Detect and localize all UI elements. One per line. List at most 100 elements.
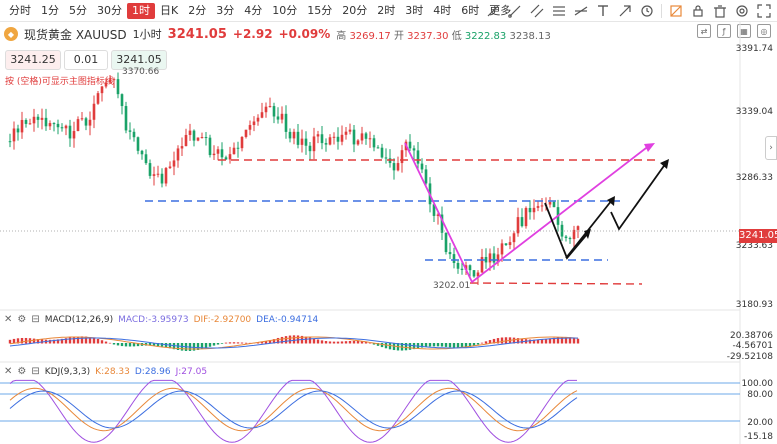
settings-icon[interactable]: ⚙	[17, 314, 27, 325]
macd-bar	[384, 343, 388, 349]
candle-body	[32, 116, 36, 124]
macd-bar	[128, 343, 132, 347]
price-axis-label: 3233.63	[735, 241, 773, 251]
macd-axis-label: 20.38706	[730, 331, 773, 341]
close-icon[interactable]: ✕	[4, 366, 13, 377]
candle-body	[196, 137, 200, 141]
candle-body	[436, 214, 440, 216]
fullscreen-icon[interactable]	[755, 2, 773, 20]
interval-13[interactable]: 3时	[405, 4, 424, 17]
candle-body	[568, 238, 572, 240]
macd-bar	[320, 340, 324, 344]
macd-bar	[484, 341, 488, 344]
interval-7[interactable]: 3分	[216, 4, 235, 17]
quantity-input[interactable]: 0.01	[64, 50, 108, 70]
candle-body	[240, 136, 244, 149]
interval-4[interactable]: 1时	[127, 3, 155, 19]
interval-9[interactable]: 10分	[272, 4, 298, 17]
macd-bar	[120, 343, 124, 347]
settings-icon[interactable]: ⚙	[17, 366, 27, 377]
interval-8[interactable]: 4分	[244, 4, 263, 17]
macd-bar	[152, 343, 156, 346]
candle-body	[448, 252, 452, 255]
lock-icon[interactable]	[689, 2, 707, 20]
interval-16[interactable]: 更多	[489, 4, 512, 17]
candle-body	[268, 106, 272, 108]
interval-0[interactable]: 分时	[9, 4, 31, 17]
settings-icon[interactable]	[733, 2, 751, 20]
high-value: 3269.17	[349, 30, 391, 42]
interval-5[interactable]: 日K	[160, 4, 179, 17]
price-change: +2.92	[232, 27, 273, 41]
candle-body	[236, 147, 240, 149]
j-value: J:27.05	[175, 366, 208, 377]
fib-icon[interactable]	[550, 2, 568, 20]
macd-bar	[116, 343, 120, 346]
interval-10[interactable]: 15分	[307, 4, 333, 17]
interval-11[interactable]: 20分	[342, 4, 368, 17]
trash-icon[interactable]	[711, 2, 729, 20]
interval-3[interactable]: 30分	[97, 4, 122, 17]
candle-body	[380, 147, 384, 158]
channel-icon[interactable]	[528, 2, 546, 20]
candle-body	[492, 253, 496, 263]
macd-bar	[52, 339, 56, 344]
horizontal-line-icon[interactable]	[572, 2, 590, 20]
k-value: K:28.33	[95, 366, 130, 377]
candle-body	[60, 127, 64, 129]
sell-price-button[interactable]: 3241.25	[5, 50, 61, 70]
interval-1[interactable]: 1分	[41, 4, 59, 17]
candle-body	[360, 133, 364, 141]
macd-bar	[552, 337, 556, 344]
candle-body	[364, 133, 368, 139]
symbol-name[interactable]: 现货黄金 XAUUSD	[24, 27, 127, 42]
candle-body	[72, 131, 76, 139]
macd-bar	[428, 343, 432, 347]
buy-price-button[interactable]: 3241.05	[111, 50, 167, 70]
compare-icon[interactable]: ⇄	[697, 24, 711, 38]
indicator-icon[interactable]: ƒ	[717, 24, 731, 38]
price-axis-label: 3180.93	[735, 300, 773, 310]
candle-body	[500, 243, 504, 255]
interval-12[interactable]: 2时	[377, 4, 396, 17]
candle-body	[208, 137, 212, 156]
macd-bar	[364, 342, 368, 344]
macd-bar	[476, 343, 480, 345]
interval-2[interactable]: 5分	[69, 4, 87, 17]
text-icon[interactable]	[594, 2, 612, 20]
interval-6[interactable]: 2分	[188, 4, 207, 17]
arrow-icon[interactable]	[616, 2, 634, 20]
candle-body	[512, 233, 516, 243]
clock-icon[interactable]	[638, 2, 656, 20]
candle-body	[64, 125, 68, 129]
macd-bar	[12, 338, 16, 344]
interval-15[interactable]: 6时	[461, 4, 480, 17]
ray-icon[interactable]	[506, 2, 524, 20]
macd-bar	[244, 342, 248, 344]
snapshot-icon[interactable]: ◎	[757, 24, 771, 38]
eraser-icon[interactable]	[667, 2, 685, 20]
kdj-header: ✕ ⚙ ⊟ KDJ(9,3,3) K:28.33 D:28.96 J:27.05	[4, 366, 207, 377]
macd-bar	[380, 343, 384, 348]
interval-14[interactable]: 4时	[433, 4, 452, 17]
close-icon[interactable]: ✕	[4, 314, 13, 325]
macd-bar	[64, 338, 68, 344]
candle-body	[420, 163, 424, 170]
candle-body	[516, 217, 520, 234]
kdj-name: KDJ(9,3,3)	[44, 366, 91, 377]
interval-label[interactable]: 1小时	[132, 28, 162, 41]
candle-body	[248, 125, 252, 130]
candle-body	[368, 138, 372, 140]
candle-body	[124, 106, 128, 131]
candle-body	[180, 146, 184, 149]
collapse-panel-button[interactable]: ›	[765, 136, 777, 160]
collapse-icon[interactable]: ⊟	[31, 366, 40, 377]
candle-body	[444, 232, 448, 253]
macd-bar	[100, 340, 104, 344]
layout-icon[interactable]: ▦	[737, 24, 751, 38]
collapse-icon[interactable]: ⊟	[31, 314, 40, 325]
d-line	[9, 390, 578, 429]
trend-line-icon[interactable]	[484, 2, 502, 20]
candle-body	[100, 86, 104, 94]
